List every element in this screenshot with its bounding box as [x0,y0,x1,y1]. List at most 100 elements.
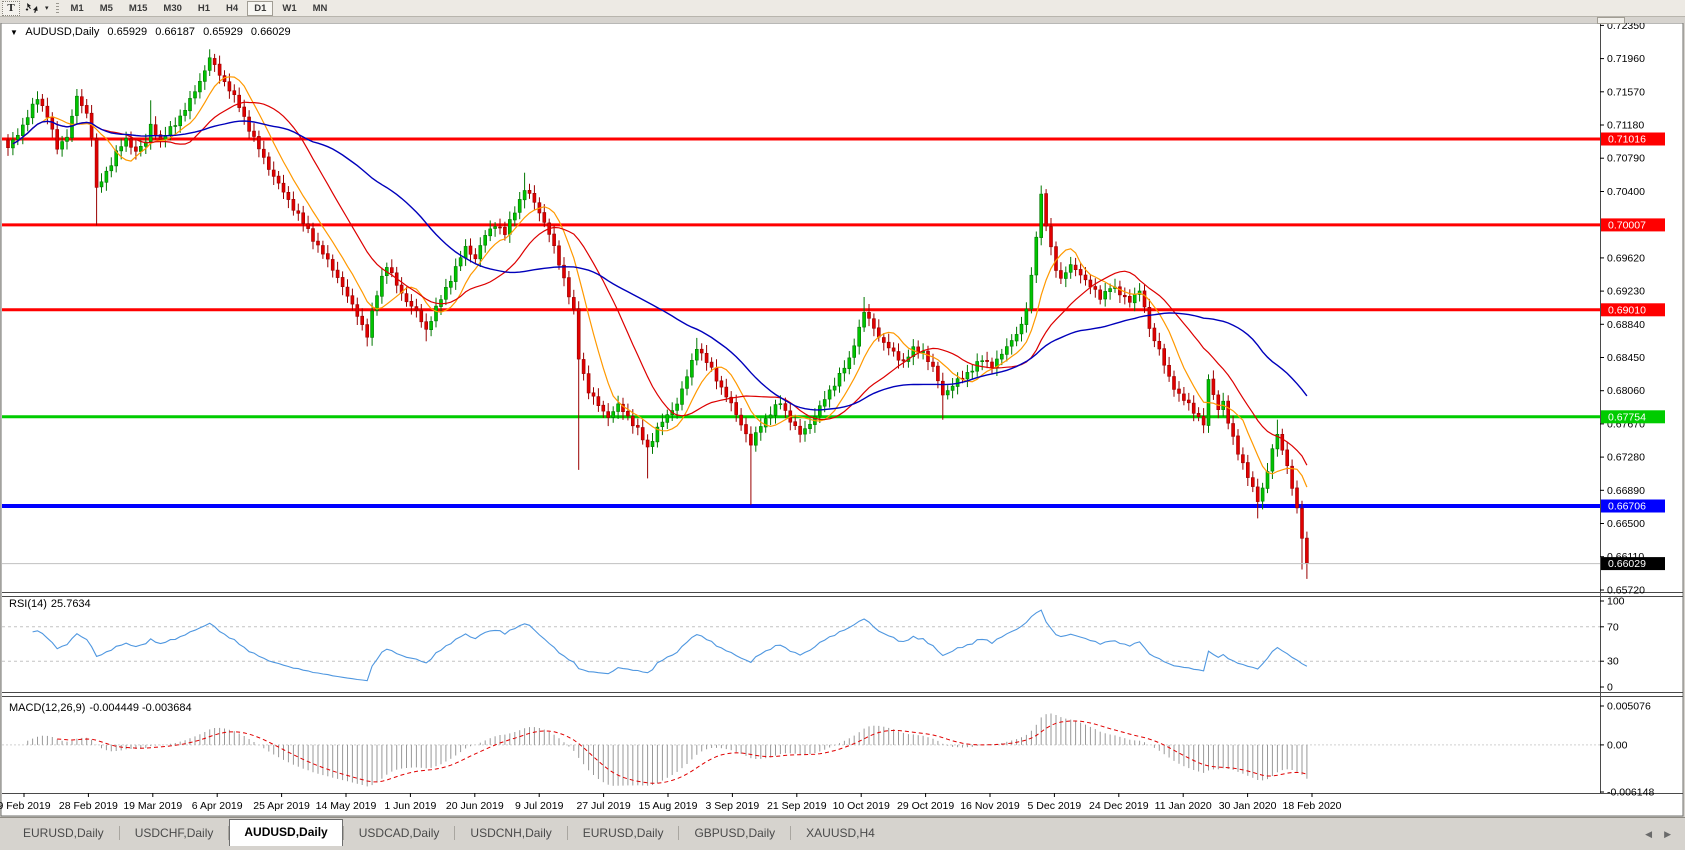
svg-text:21 Sep 2019: 21 Sep 2019 [767,800,827,812]
timeframe-group: M1 M5 M15 M30 H1 H4 D1 W1 MN [63,0,336,16]
arrows-tool-dropdown-caret[interactable]: ▾ [45,5,49,12]
svg-text:0.71960: 0.71960 [1607,53,1645,65]
hscroll-thumb[interactable] [1597,17,1625,24]
rsi-value: 25.7634 [50,598,91,610]
macd-values: -0.004449 -0.003684 [89,702,192,714]
svg-text:16 Nov 2019: 16 Nov 2019 [960,800,1020,812]
open-value: 0.65929 [107,26,148,38]
svg-text:6 Apr 2019: 6 Apr 2019 [192,800,243,812]
arrows-icon [25,3,38,13]
date-axis: 9 Feb 2019 28 Feb 2019 19 Mar 2019 6 Apr 20… [0,793,1342,812]
svg-text:10 Oct 2019: 10 Oct 2019 [833,800,890,812]
chart-tab-USDCNH-Daily[interactable]: USDCNH,Daily [470,826,552,840]
macd-signal-line [57,720,1308,784]
svg-text:0.67280: 0.67280 [1607,452,1645,464]
svg-text:0.69620: 0.69620 [1607,252,1645,264]
chart-tab-GBPUSD-Daily[interactable]: GBPUSD,Daily [694,826,776,840]
timeframe-button-M30[interactable]: M30 [163,2,182,14]
tab-separator [342,826,344,840]
timeframe-button-W1[interactable]: W1 [282,2,297,14]
current-price-line: 0.66029 [2,557,1665,571]
chart-tab-AUDUSD-Daily[interactable]: AUDUSD,Daily [229,819,343,846]
svg-text:0.68450: 0.68450 [1607,352,1645,364]
low-value: 0.65929 [203,26,243,38]
svg-text:19 Mar 2019: 19 Mar 2019 [123,800,182,812]
svg-text:0.69010: 0.69010 [1608,304,1646,316]
svg-text:9 Jul 2019: 9 Jul 2019 [515,800,564,812]
symbol-label: AUDUSD,Daily [25,26,100,38]
chart-window-frame [0,22,1684,817]
timeframe-button-H4[interactable]: H4 [226,2,239,14]
timeframe-button-M15[interactable]: M15 [128,2,148,14]
timeframe-button-MN[interactable]: MN [312,2,328,14]
svg-text:0.66706: 0.66706 [1608,501,1646,513]
ma-line-20[interactable] [12,101,1308,466]
rsi-pane-label: RSI(14) 25.7634 [9,598,95,610]
tab-separator [678,826,680,840]
chart-tab-EURUSD-Daily[interactable]: EURUSD,Daily [23,826,104,840]
price-axis: 0.723500.719600.715700.711800.707900.704… [1600,20,1645,597]
svg-text:0.68060: 0.68060 [1607,385,1645,397]
toolbar: T ▾ M1 M5 M15 M30 H1 H4 D1 W1 MN [0,0,1685,17]
svg-text:0.68840: 0.68840 [1607,319,1645,331]
chart-tab-USDCHF-Daily[interactable]: USDCHF,Daily [134,826,214,840]
svg-text:0.66029: 0.66029 [1608,558,1646,570]
text-tool-icon: T [7,1,15,14]
svg-text:14 May 2019: 14 May 2019 [316,800,377,812]
chart-tab-USDCAD-Daily[interactable]: USDCAD,Daily [358,826,440,840]
svg-text:0.65720: 0.65720 [1607,585,1645,597]
tab-separator [118,826,120,840]
svg-text:0.69230: 0.69230 [1607,286,1645,298]
timeframe-button-H1[interactable]: H1 [197,2,211,14]
timeframe-button-D1[interactable]: D1 [247,0,274,16]
svg-text:15 Aug 2019: 15 Aug 2019 [639,800,698,812]
arrows-tool-button[interactable] [24,2,40,15]
high-value: 0.66187 [155,26,195,38]
svg-text:1 Jun 2019: 1 Jun 2019 [384,800,436,812]
svg-text:0: 0 [1607,682,1613,694]
timeframe-button-M1[interactable]: M1 [70,2,84,14]
macd-pane-label: MACD(12,26,9) -0.004449 -0.003684 [9,702,196,714]
tab-separator [790,826,792,840]
svg-text:0.66500: 0.66500 [1607,518,1645,530]
svg-text:29 Oct 2019: 29 Oct 2019 [897,800,954,812]
tab-scroll-left-arrow[interactable]: ◀ [1645,829,1653,839]
macd-pane: 0.005076 0.00 -0.006148 [2,701,1654,799]
svg-text:3 Sep 2019: 3 Sep 2019 [706,800,760,812]
symbol-dropdown-icon[interactable]: ▼ [10,28,18,37]
svg-text:30: 30 [1607,656,1619,668]
svg-text:0.71570: 0.71570 [1607,86,1645,98]
svg-text:5 Dec 2019: 5 Dec 2019 [1028,800,1082,812]
tab-separator [228,826,230,840]
svg-text:0.67754: 0.67754 [1608,411,1646,423]
candles-layer [6,49,1309,579]
ma-line-8[interactable] [12,76,1308,488]
svg-text:18 Feb 2020: 18 Feb 2020 [1283,800,1342,812]
svg-text:100: 100 [1607,596,1625,608]
svg-text:-0.006148: -0.006148 [1607,787,1654,799]
svg-text:0.71180: 0.71180 [1607,120,1644,132]
chart-tab-XAUUSD-H4[interactable]: XAUUSD,H4 [806,826,875,840]
toolbar-grip [55,2,59,14]
rsi-line [32,609,1308,682]
svg-text:0.70790: 0.70790 [1607,153,1645,165]
tab-scroll-right-arrow[interactable]: ▶ [1664,829,1671,839]
svg-text:11 Jan 2020: 11 Jan 2020 [1155,800,1212,812]
svg-text:30 Jan 2020: 30 Jan 2020 [1219,800,1277,812]
macd-histogram [27,713,1308,787]
chart-tab-EURUSD-Daily[interactable]: EURUSD,Daily [582,826,664,840]
svg-text:0.66890: 0.66890 [1607,485,1645,497]
pane-dividers [2,23,1683,794]
timeframe-button-M5[interactable]: M5 [99,2,113,14]
svg-text:0.70007: 0.70007 [1608,219,1646,231]
rsi-name: RSI(14) [9,598,47,610]
chart-tab-bar: EURUSD,Daily USDCHF,Daily AUDUSD,Daily USDC… [0,817,1685,846]
tab-scroll-arrows: ◀ ▶ [1645,829,1671,840]
svg-text:27 Jul 2019: 27 Jul 2019 [576,800,630,812]
close-value: 0.66029 [250,26,291,38]
chart-hscrollbar[interactable] [0,17,1685,24]
text-tool-button[interactable]: T [2,0,20,16]
ma-line-45[interactable] [12,120,1308,411]
tab-separator [454,826,456,840]
